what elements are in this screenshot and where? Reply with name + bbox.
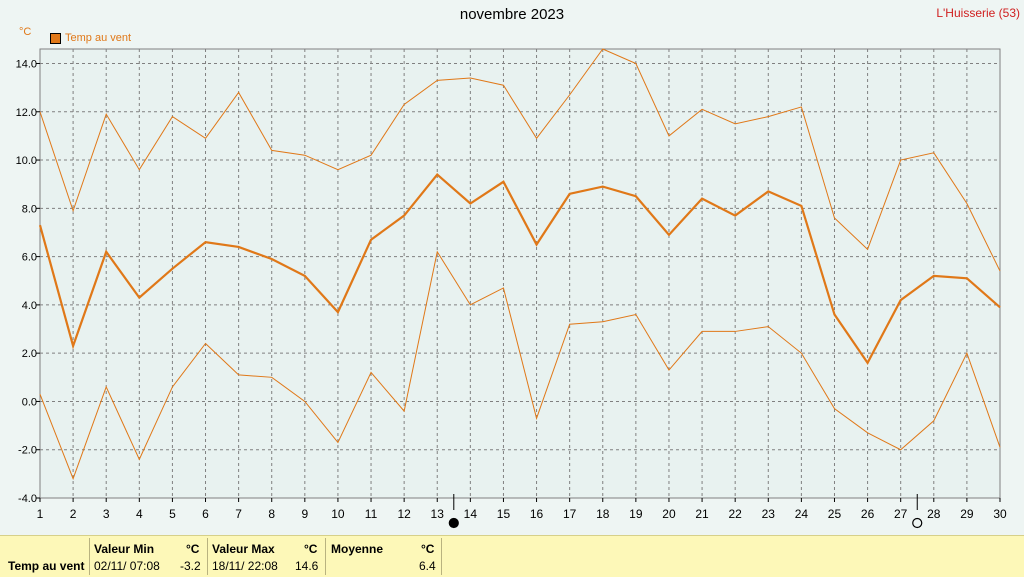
new-moon-icon [448, 517, 459, 529]
x-tick-label: 1 [37, 507, 44, 521]
x-tick-label: 21 [695, 507, 709, 521]
x-tick-label: 22 [728, 507, 742, 521]
x-tick-label: 6 [202, 507, 209, 521]
x-tick-label: 7 [235, 507, 242, 521]
max-unit: °C [304, 542, 318, 556]
series-lines [38, 48, 1001, 481]
y-tick-label: 10.0 [16, 155, 37, 167]
x-tick-label: 4 [136, 507, 143, 521]
max-date: 18/11/ 22:08 [212, 559, 278, 573]
x-tick-label: 17 [563, 507, 577, 521]
x-tick-label: 5 [169, 507, 176, 521]
x-tick-label: 12 [397, 507, 411, 521]
full-moon-icon [912, 517, 923, 529]
temperature-chart: 1 2 3 4 5 6 7 8 9 10 11 12 13 14 15 16 17 18 19 20 21 22 23 24 2… [16, 48, 1007, 529]
min-unit: °C [186, 542, 200, 556]
chart-title: novembre 2023 [459, 6, 565, 23]
y-tick-label: 0.0 [22, 396, 37, 408]
divider [441, 538, 442, 575]
y-tick-label: 4.0 [22, 300, 37, 312]
x-tick-label: 27 [894, 507, 908, 521]
station-name: L'Huisserie (53) [936, 6, 1020, 20]
max-value: 14.6 [295, 559, 319, 573]
legend: Temp au vent [50, 32, 131, 44]
series-line-mean [38, 172, 1001, 365]
stats-row-label: Temp au vent [8, 559, 85, 573]
x-tick-label: 18 [596, 507, 610, 521]
x-tick-label: 15 [497, 507, 511, 521]
x-tick-label: 28 [927, 507, 941, 521]
y-tick-label: -4.0 [18, 493, 37, 505]
grid [40, 49, 1000, 498]
avg-unit: °C [421, 542, 435, 556]
y-tick-label: 12.0 [16, 107, 37, 119]
max-header: Valeur Max [212, 542, 275, 556]
min-header: Valeur Min [94, 542, 155, 556]
divider [89, 538, 90, 575]
y-tick-label: -2.0 [18, 445, 37, 457]
y-axis-unit: °C [19, 26, 32, 38]
legend-label: Temp au vent [65, 32, 132, 44]
x-tick-label: 16 [530, 507, 544, 521]
y-tick-label: 8.0 [22, 203, 37, 215]
x-tick-label: 26 [861, 507, 875, 521]
x-tick-label: 30 [993, 507, 1007, 521]
axes: 1 2 3 4 5 6 7 8 9 10 11 12 13 14 15 16 17 18 19 20 21 22 23 24 2… [16, 58, 1007, 521]
moon-phase-markers [448, 494, 923, 529]
x-tick-label: 24 [795, 507, 809, 521]
x-tick-label: 23 [762, 507, 776, 521]
x-tick-label: 8 [268, 507, 275, 521]
x-tick-label: 14 [464, 507, 478, 521]
y-tick-label: 6.0 [22, 252, 37, 264]
x-tick-label: 3 [103, 507, 110, 521]
min-date: 02/11/ 07:08 [94, 559, 160, 573]
x-tick-label: 20 [662, 507, 676, 521]
y-tick-label: 2.0 [22, 348, 37, 360]
series-line-max [39, 48, 1001, 272]
plot-area [39, 48, 1001, 499]
series-line-min [39, 250, 1001, 481]
x-tick-label: 13 [431, 507, 445, 521]
avg-header: Moyenne [331, 542, 384, 556]
avg-value: 6.4 [419, 559, 436, 573]
divider [207, 538, 208, 575]
min-value: -3.2 [180, 559, 201, 573]
x-tick-label: 9 [301, 507, 308, 521]
stats-panel: Temp au vent Valeur Min °C 02/11/ 07:08 … [0, 535, 1024, 577]
x-tick-label: 11 [365, 507, 378, 521]
x-tick-label: 19 [629, 507, 643, 521]
y-tick-label: 14.0 [16, 58, 37, 70]
legend-swatch [50, 32, 61, 44]
x-tick-label: 2 [70, 507, 77, 521]
x-tick-label: 25 [828, 507, 842, 521]
x-tick-label: 29 [960, 507, 974, 521]
divider [325, 538, 326, 575]
x-tick-label: 10 [331, 507, 345, 521]
